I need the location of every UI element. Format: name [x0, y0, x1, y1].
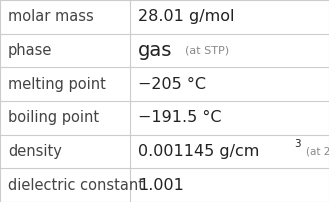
Text: 1.001: 1.001: [138, 178, 184, 193]
Text: melting point: melting point: [8, 77, 106, 92]
Text: 28.01 g/mol: 28.01 g/mol: [138, 9, 235, 24]
Text: −191.5 °C: −191.5 °C: [138, 110, 221, 125]
Text: density: density: [8, 144, 62, 159]
Text: gas: gas: [138, 41, 172, 60]
Text: 3: 3: [294, 139, 301, 149]
Text: −205 °C: −205 °C: [138, 77, 206, 92]
Text: dielectric constant: dielectric constant: [8, 178, 144, 193]
Text: (at STP): (at STP): [185, 45, 230, 56]
Text: (at 25 °C): (at 25 °C): [306, 146, 329, 157]
Text: molar mass: molar mass: [8, 9, 94, 24]
Text: boiling point: boiling point: [8, 110, 99, 125]
Text: 0.001145 g/cm: 0.001145 g/cm: [138, 144, 259, 159]
Text: phase: phase: [8, 43, 52, 58]
